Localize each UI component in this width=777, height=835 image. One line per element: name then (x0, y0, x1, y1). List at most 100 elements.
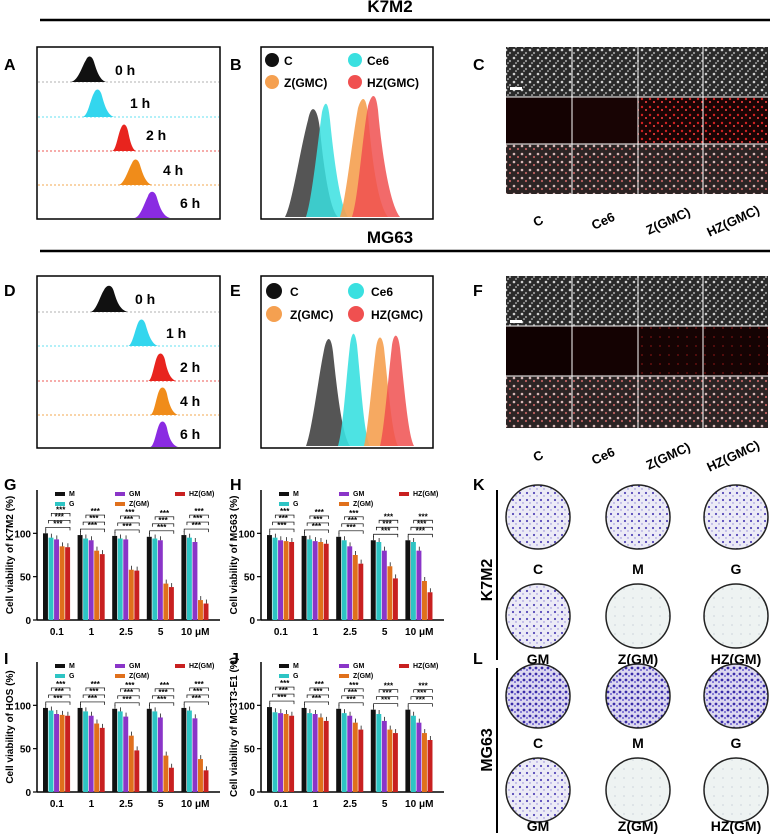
chart-i-sig-label: *** (125, 681, 135, 690)
chart-h-sig-label: *** (312, 522, 322, 531)
panel-c-micrographs: C Ce6 Z(GMC) HZ(GMC) (506, 47, 768, 240)
chart-g-bar (157, 540, 163, 620)
chart-h-sig-label: *** (279, 514, 289, 523)
colony-plate-l-hz (703, 757, 769, 823)
chart-g-bar (181, 535, 187, 620)
chart-h-sig-label: *** (384, 512, 394, 521)
chart-i-sig-label: *** (157, 695, 167, 704)
chart-h-sig-bracket (274, 514, 295, 519)
chart-j-sig-label: *** (346, 695, 356, 704)
colony-label-l-m: M (632, 735, 644, 751)
chart-i-sig-label: *** (124, 688, 134, 697)
chart-h-sig-bracket (373, 533, 399, 538)
chart-h-bar (312, 541, 318, 620)
chart-j-sig-label: *** (349, 681, 359, 690)
chart-i-sig-bracket (117, 695, 140, 699)
panel-letter-h: H (230, 477, 242, 494)
chart-g-ytick-label: 0 (25, 616, 31, 627)
chart-g-bar (163, 583, 169, 620)
chart-g-sig-bracket (114, 529, 140, 533)
chart-i-bar (203, 770, 209, 792)
colony-row-k7m2: K7M2 (479, 559, 496, 602)
panel-letter-c: C (473, 57, 485, 74)
chart-j-bar (341, 713, 347, 792)
chart-h-sig-bracket (413, 519, 433, 524)
histogram-a-0h (70, 56, 106, 82)
chart-i-sig-bracket (85, 687, 105, 691)
chart-h-bar (323, 543, 329, 620)
chart-g-sig-bracket (154, 516, 175, 520)
chart-i-bar (152, 711, 158, 792)
time-label-d-0h: 0 h (135, 291, 155, 307)
chart-g-bar (192, 542, 198, 620)
chart-h-bar (381, 550, 387, 620)
chart-g-sig-label: *** (158, 516, 168, 525)
colony-plate-k-z (605, 583, 671, 649)
chart-g-sig-bracket (82, 521, 105, 526)
chart-h-legend-label: GM (353, 491, 364, 498)
chart-h-legend-label: HZ(GM) (413, 491, 438, 498)
histogram-d-6h (150, 421, 178, 447)
chart-h-bar (358, 563, 364, 620)
chart-i-sig-bracket (82, 694, 105, 698)
chart-h-legend-swatch (279, 502, 289, 506)
chart-i-legend-swatch (175, 664, 185, 668)
chart-h-bar (370, 540, 376, 620)
chart-h-category-label: 2.5 (343, 627, 357, 638)
colony-plate-k-m (605, 484, 671, 550)
colony-label-l-z: Z(GM) (618, 818, 658, 834)
colony-label-l-gm: GM (527, 818, 550, 834)
chart-j-legend-label: Z(GM) (353, 673, 373, 680)
chart-j-sig-label: *** (315, 680, 325, 689)
chart-g-sig-bracket (183, 528, 209, 533)
chart-j-ytick-label: 50 (244, 745, 256, 756)
colony-row-mg63: MG63 (479, 728, 496, 772)
chart-i-category-label: 10 μM (181, 799, 209, 810)
legend-b-hz-swatch (348, 75, 362, 89)
chart-i-bar (99, 727, 105, 792)
panel-letter-f: F (473, 283, 483, 300)
chart-h-sig-bracket (410, 526, 433, 531)
micro-col-ce6-label-f: Ce6 (589, 444, 617, 468)
chart-j-legend-swatch (279, 664, 289, 668)
histogram-a-1h (82, 89, 114, 117)
chart-j-sig-label: *** (313, 687, 323, 696)
legend-e-z: Z(GMC) (290, 308, 333, 322)
chart-j-category-label: 0.1 (274, 799, 288, 810)
chart-h-sig-bracket (407, 533, 433, 538)
chart-j-sig-bracket (306, 694, 329, 698)
time-label-d-4h: 4 h (180, 393, 200, 409)
chart-h-sig-label: *** (418, 512, 428, 521)
chart-h-ytick-label: 100 (238, 529, 255, 540)
chart-i-bar (117, 711, 123, 792)
chart-h-sig-label: *** (349, 509, 359, 518)
histogram-a-4h (118, 159, 152, 185)
chart-h-legend-swatch (279, 492, 289, 496)
chart-j-bar (267, 707, 272, 792)
chart-i-sig-bracket (151, 695, 175, 699)
chart-h-sig-label: *** (382, 519, 392, 528)
chart-j-bar (370, 709, 376, 792)
scale-bar-c (510, 87, 522, 90)
chart-j-bar (289, 715, 295, 792)
chart-j-legend-label: HZ(GM) (413, 663, 438, 670)
chart-g-sig-label: *** (89, 514, 99, 523)
chart-h-sig-bracket (378, 519, 399, 524)
chart-i-legend-swatch (115, 674, 125, 678)
chart-j-category-label: 5 (382, 799, 388, 810)
chart-h-bar (318, 542, 324, 620)
chart-j-legend-label: G (293, 673, 299, 680)
chart-i-sig-label: *** (160, 681, 170, 690)
panel-k-colonies: K7M2 C M G GM Z(GM) HZ(GM) (479, 484, 769, 667)
chart-g-bar (99, 554, 105, 620)
histogram-a-2h (112, 124, 136, 151)
colony-plate-k-c (505, 484, 571, 550)
chart-h-sig-bracket (309, 515, 329, 519)
chart-g-bar (198, 600, 203, 620)
chart-h-sig-label: *** (346, 523, 356, 532)
chart-g-sig-label: *** (124, 515, 134, 524)
chart-h-legend-swatch (399, 492, 409, 496)
